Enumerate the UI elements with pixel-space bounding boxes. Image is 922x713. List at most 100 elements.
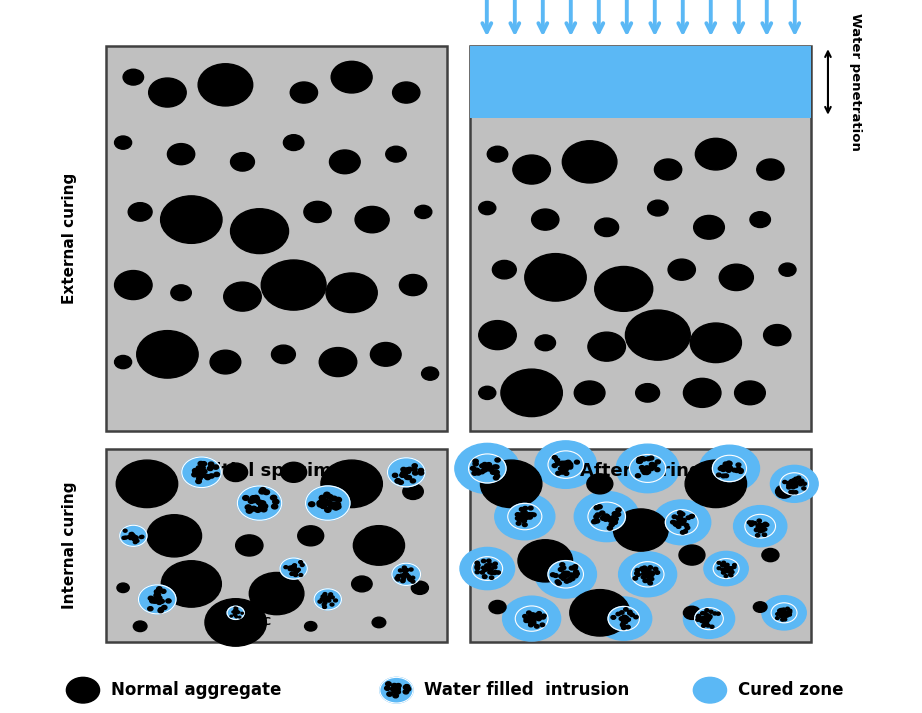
Circle shape (521, 515, 526, 518)
Circle shape (207, 466, 213, 471)
Circle shape (677, 520, 681, 524)
Circle shape (724, 464, 729, 468)
Circle shape (136, 331, 198, 378)
Circle shape (608, 526, 612, 530)
Circle shape (235, 616, 238, 617)
Circle shape (786, 481, 791, 485)
Circle shape (702, 617, 706, 620)
Text: Initial specimen: Initial specimen (196, 461, 357, 480)
Circle shape (474, 468, 479, 472)
Circle shape (560, 575, 564, 578)
Circle shape (230, 153, 254, 171)
Circle shape (530, 613, 534, 617)
Circle shape (284, 565, 288, 569)
Circle shape (623, 616, 628, 620)
Circle shape (691, 323, 741, 363)
Circle shape (260, 488, 266, 493)
Circle shape (140, 535, 144, 538)
Circle shape (205, 476, 210, 480)
Circle shape (721, 465, 726, 469)
Circle shape (755, 528, 759, 531)
Circle shape (762, 595, 806, 630)
Circle shape (673, 521, 677, 525)
Circle shape (780, 610, 784, 612)
Circle shape (793, 482, 797, 486)
Circle shape (683, 530, 688, 533)
Circle shape (320, 597, 324, 600)
Circle shape (780, 473, 809, 495)
Text: Normal aggregate: Normal aggregate (111, 681, 281, 699)
Circle shape (758, 524, 762, 527)
Circle shape (230, 615, 232, 617)
Circle shape (200, 473, 206, 478)
Circle shape (124, 529, 127, 532)
Circle shape (719, 265, 753, 291)
Circle shape (666, 510, 698, 535)
Circle shape (721, 563, 725, 565)
Circle shape (149, 599, 155, 603)
Circle shape (561, 572, 566, 576)
Circle shape (560, 462, 564, 466)
Circle shape (605, 516, 610, 520)
Circle shape (492, 571, 497, 575)
Circle shape (729, 574, 733, 577)
Circle shape (522, 515, 526, 519)
Circle shape (195, 479, 201, 483)
Circle shape (523, 523, 527, 527)
Circle shape (683, 599, 735, 638)
Circle shape (258, 504, 265, 508)
Circle shape (290, 568, 294, 571)
Circle shape (406, 470, 410, 473)
Circle shape (489, 467, 494, 471)
Circle shape (612, 512, 618, 515)
Circle shape (393, 689, 398, 693)
Circle shape (517, 517, 522, 521)
Circle shape (739, 470, 743, 473)
Circle shape (421, 367, 439, 380)
Circle shape (634, 572, 639, 575)
Circle shape (261, 507, 266, 512)
Circle shape (460, 548, 514, 590)
Circle shape (353, 525, 405, 565)
Circle shape (387, 458, 425, 487)
Circle shape (309, 502, 314, 507)
Circle shape (621, 621, 626, 625)
Circle shape (761, 527, 765, 530)
Circle shape (475, 570, 479, 574)
Circle shape (623, 620, 628, 624)
Circle shape (396, 578, 400, 581)
Circle shape (330, 603, 334, 606)
Circle shape (259, 501, 266, 506)
Circle shape (726, 568, 729, 570)
Circle shape (398, 569, 403, 572)
Circle shape (392, 684, 397, 688)
Circle shape (234, 607, 236, 609)
Circle shape (489, 563, 492, 566)
Circle shape (152, 599, 158, 603)
Circle shape (678, 511, 682, 515)
Circle shape (616, 612, 621, 616)
Circle shape (680, 513, 685, 516)
Circle shape (283, 135, 304, 150)
Circle shape (405, 573, 408, 576)
Circle shape (159, 607, 164, 612)
Circle shape (522, 517, 526, 520)
Circle shape (400, 473, 406, 477)
Circle shape (644, 467, 649, 471)
Circle shape (214, 472, 219, 476)
Circle shape (548, 560, 584, 588)
Circle shape (403, 573, 407, 575)
Circle shape (291, 568, 295, 570)
Circle shape (519, 508, 524, 511)
Circle shape (482, 468, 487, 472)
Circle shape (331, 61, 372, 93)
Circle shape (630, 454, 666, 483)
Circle shape (604, 514, 609, 518)
Circle shape (199, 471, 205, 475)
Circle shape (678, 520, 682, 523)
Circle shape (518, 513, 523, 517)
Circle shape (487, 559, 491, 563)
Circle shape (299, 560, 302, 563)
Circle shape (487, 466, 491, 470)
Circle shape (793, 480, 798, 483)
